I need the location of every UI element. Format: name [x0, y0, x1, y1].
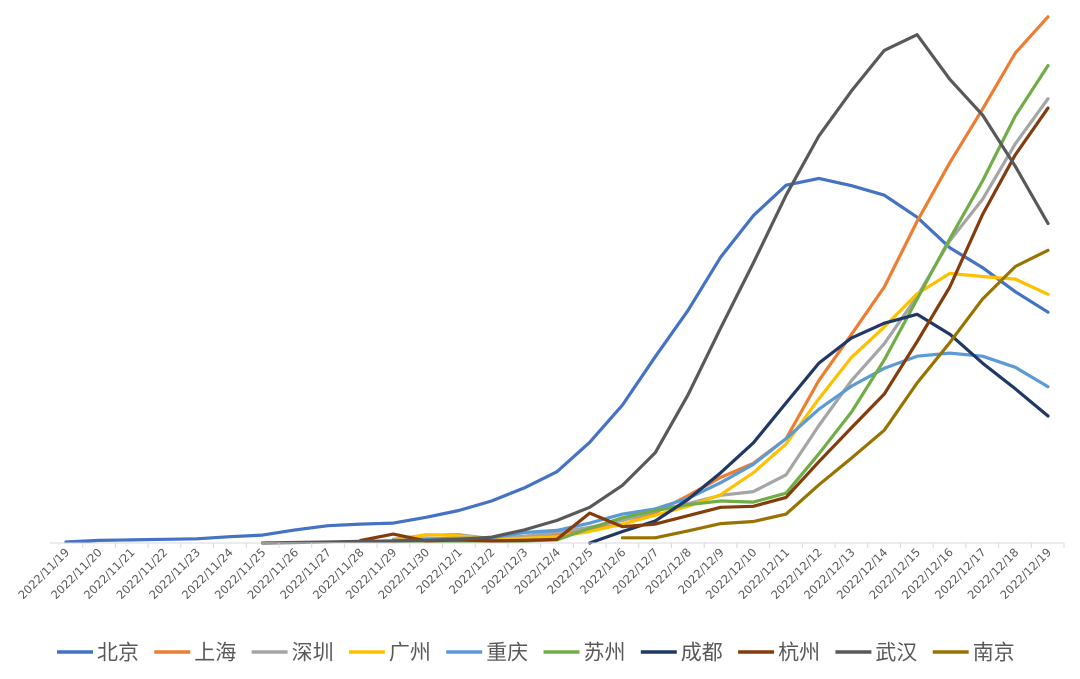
- series-line-4: [391, 351, 1050, 543]
- legend-label: 成都: [681, 641, 723, 665]
- legend-label: 武汉: [875, 641, 917, 665]
- series-line-7: [359, 106, 1050, 543]
- legend-label: 苏州: [584, 641, 626, 665]
- legend-label: 深圳: [292, 641, 334, 665]
- legend-label: 重庆: [486, 641, 528, 665]
- legend-label: 广州: [389, 641, 431, 665]
- series-line-9: [620, 248, 1050, 540]
- series-line-8: [260, 33, 1050, 545]
- plot-area: [64, 15, 1050, 545]
- series-line-5: [391, 63, 1050, 544]
- series-line-1: [391, 15, 1050, 542]
- legend-label: 杭州: [778, 641, 820, 665]
- legend: 北京 上海 深圳 广州 重庆 苏州 成都 杭州 武汉 南京: [57, 641, 1015, 665]
- x-axis: 2022/11/192022/11/202022/11/212022/11/22…: [15, 542, 1065, 602]
- legend-label: 南京: [973, 641, 1015, 665]
- series-line-3: [391, 271, 1050, 543]
- legend-label: 上海: [194, 641, 236, 665]
- legend-label: 北京: [97, 641, 139, 665]
- series-line-6: [588, 312, 1050, 545]
- series-line-0: [64, 176, 1050, 544]
